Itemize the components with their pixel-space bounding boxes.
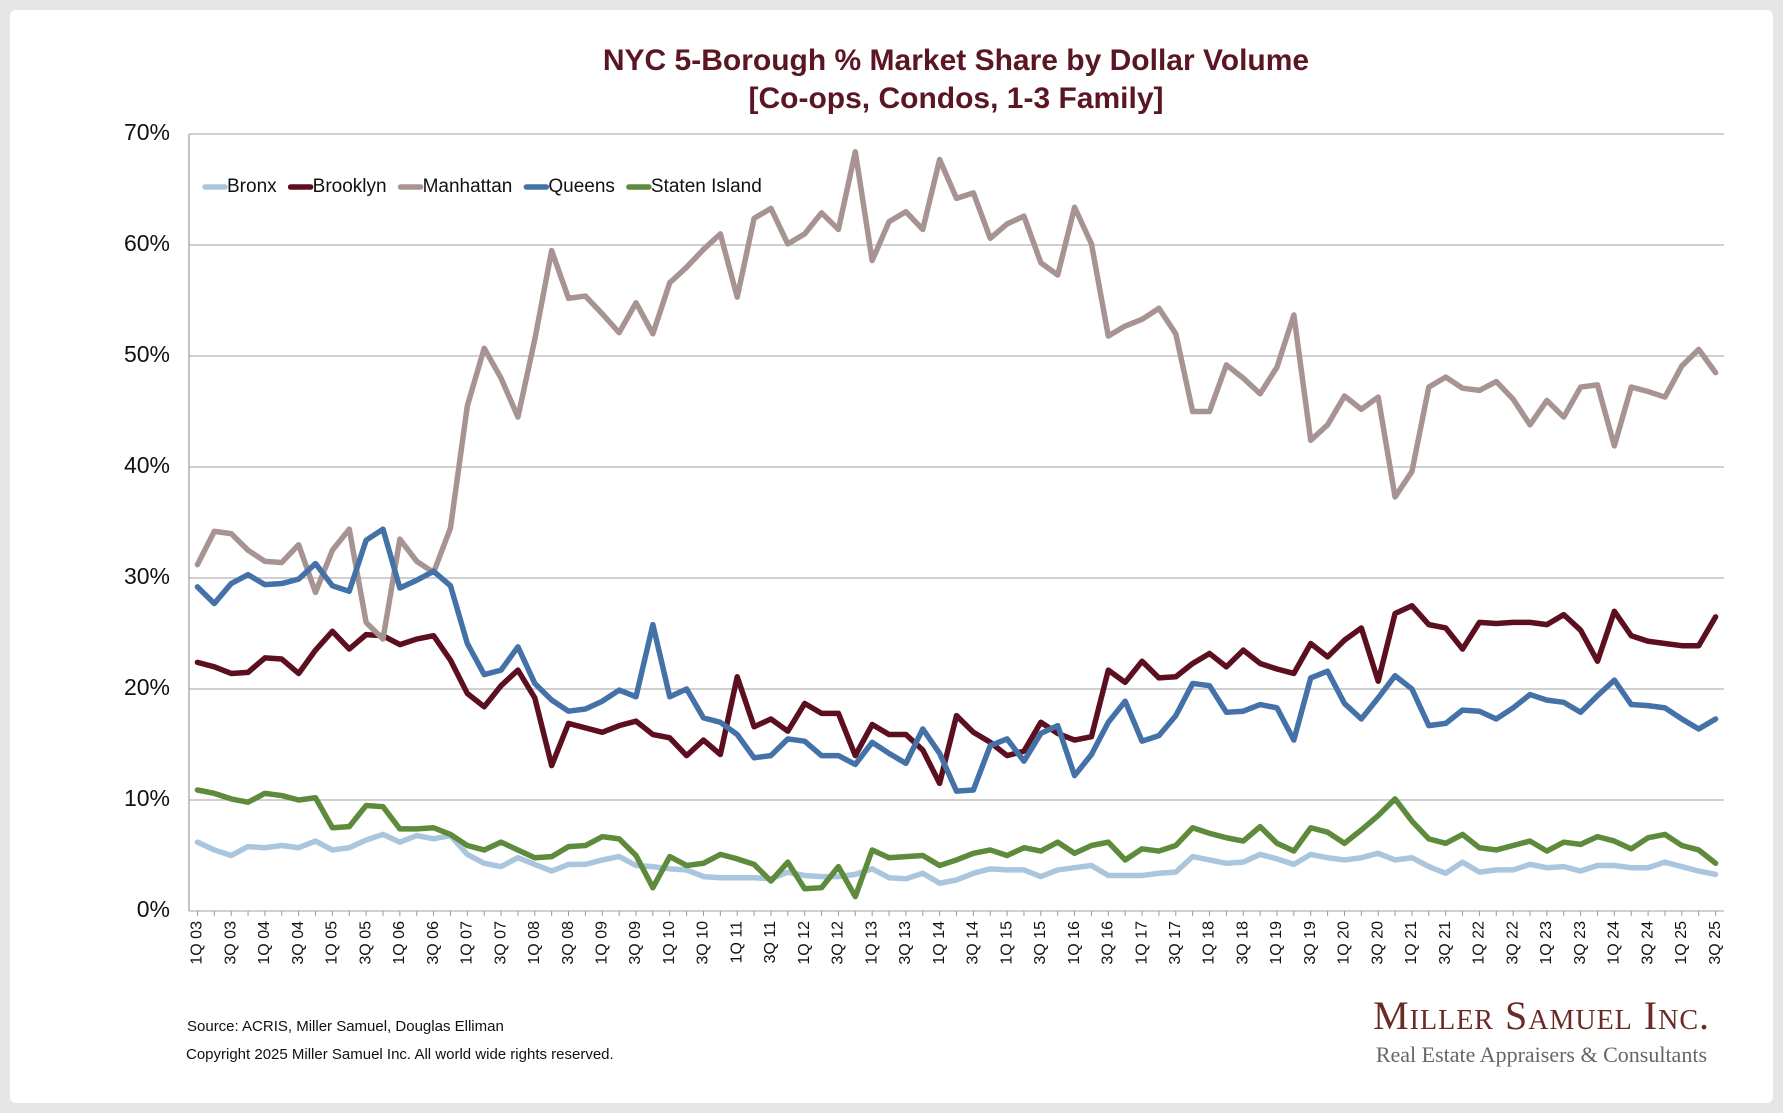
x-tick-label: 3Q 10	[695, 921, 712, 965]
x-tick-label: 3Q 21	[1437, 921, 1454, 965]
x-tick-label: 3Q 25	[1707, 921, 1724, 965]
x-tick-label: 3Q 18	[1234, 921, 1251, 965]
x-tick-label: 1Q 13	[863, 921, 880, 965]
y-tick-label: 40%	[124, 452, 170, 478]
x-tick-label: 3Q 24	[1639, 921, 1656, 965]
copyright-note: Copyright 2025 Miller Samuel Inc. All wo…	[186, 1046, 614, 1063]
x-tick-label: 1Q 09	[593, 921, 610, 965]
x-tick-label: 3Q 20	[1369, 921, 1386, 965]
x-tick-label: 1Q 06	[391, 921, 408, 965]
source-note: Source: ACRIS, Miller Samuel, Douglas El…	[187, 1018, 504, 1035]
x-tick-label: 1Q 04	[256, 921, 273, 965]
x-tick-label: 1Q 22	[1471, 921, 1488, 965]
x-tick-label: 3Q 19	[1302, 921, 1319, 965]
y-tick-label: 60%	[124, 230, 170, 256]
y-tick-label: 10%	[124, 785, 170, 811]
x-tick-label: 1Q 20	[1336, 921, 1353, 965]
chart-subtitle: [Co-ops, Condos, 1-3 Family]	[748, 82, 1163, 115]
x-tick-label: 1Q 08	[526, 921, 543, 965]
legend-label: Manhattan	[423, 176, 513, 197]
x-tick-label: 1Q 07	[459, 921, 476, 965]
y-tick-label: 20%	[124, 674, 170, 700]
y-tick-label: 0%	[137, 896, 170, 922]
x-tick-label: 3Q 17	[1167, 921, 1184, 965]
x-tick-label: 1Q 18	[1201, 921, 1218, 965]
x-tick-label: 3Q 12	[830, 921, 847, 965]
legend-label: Queens	[548, 176, 615, 197]
x-tick-label: 3Q 22	[1504, 921, 1521, 965]
chart-title: NYC 5-Borough % Market Share by Dollar V…	[603, 44, 1309, 77]
x-tick-label: 1Q 24	[1606, 921, 1623, 965]
x-tick-label: 1Q 21	[1403, 921, 1420, 965]
x-tick-label: 3Q 04	[290, 921, 307, 965]
series-line	[194, 603, 1719, 787]
series-line	[194, 149, 1719, 642]
x-tick-label: 3Q 11	[762, 921, 779, 964]
logo-tagline: Real Estate Appraisers & Consultants	[1376, 1042, 1707, 1067]
x-tick-label: 1Q 15	[998, 921, 1015, 965]
x-tick-label: 1Q 23	[1538, 921, 1555, 965]
x-tick-label: 3Q 07	[492, 921, 509, 965]
x-tick-label: 3Q 09	[627, 921, 644, 965]
x-tick-label: 3Q 23	[1572, 921, 1589, 965]
y-tick-label: 30%	[124, 563, 170, 589]
legend-label: Brooklyn	[313, 176, 387, 197]
logo: Miller Samuel Inc.	[1373, 993, 1710, 1038]
x-tick-label: 3Q 15	[1032, 921, 1049, 965]
legend-label: Staten Island	[651, 176, 762, 197]
series-line	[194, 526, 1719, 794]
x-tick-label: 1Q 25	[1673, 921, 1690, 965]
x-tick-label: 1Q 14	[931, 921, 948, 965]
x-tick-label: 1Q 05	[324, 921, 341, 965]
x-tick-label: 1Q 11	[728, 921, 745, 964]
x-tick-label: 3Q 06	[425, 921, 442, 965]
x-tick-label: 3Q 08	[560, 921, 577, 965]
x-tick-label: 3Q 03	[222, 921, 239, 965]
x-tick-label: 3Q 13	[897, 921, 914, 965]
x-tick-label: 1Q 17	[1133, 921, 1150, 965]
x-tick-label: 1Q 03	[189, 921, 206, 965]
x-tick-label: 1Q 16	[1066, 921, 1083, 965]
x-tick-label: 1Q 12	[796, 921, 813, 965]
x-tick-label: 3Q 14	[965, 921, 982, 965]
x-tick-label: 3Q 05	[357, 921, 374, 965]
series-line	[194, 787, 1719, 900]
y-tick-label: 50%	[124, 341, 170, 367]
legend-label: Bronx	[227, 176, 277, 197]
panel	[10, 10, 1773, 1103]
y-tick-label: 70%	[124, 119, 170, 145]
x-tick-label: 1Q 10	[661, 921, 678, 965]
x-tick-label: 3Q 16	[1100, 921, 1117, 965]
x-tick-label: 1Q 19	[1268, 921, 1285, 965]
